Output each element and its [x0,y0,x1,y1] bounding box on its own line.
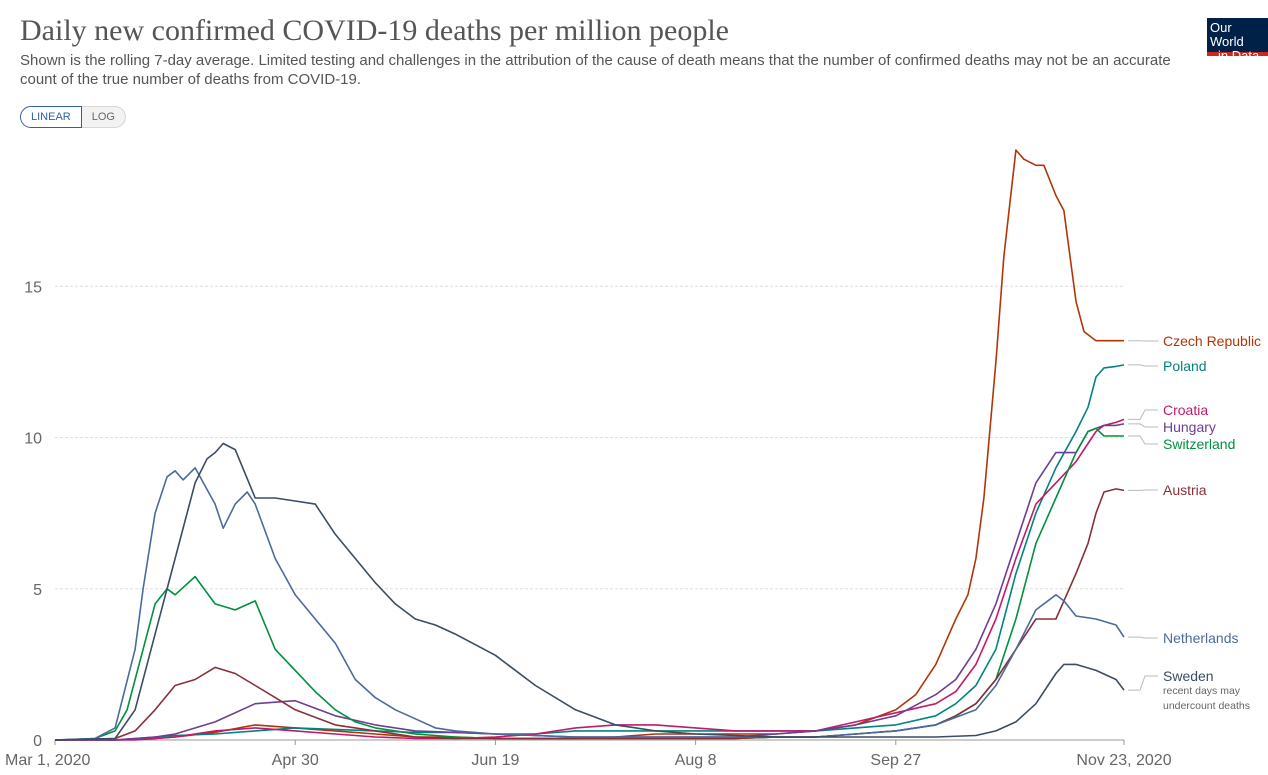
series-label: Czech Republic [1163,333,1261,349]
series-line-poland [55,364,1125,741]
note-line-1: recent days may [1163,685,1241,697]
series-label: Hungary [1163,419,1216,435]
y-tick-label: 10 [24,431,42,448]
chart-subtitle: Shown is the rolling 7-day average. Limi… [20,52,1171,88]
series-label: Netherlands [1163,630,1239,646]
series-line-sweden [54,442,1125,741]
owid-logo[interactable]: Our World in Data [1207,18,1268,63]
sweden-note: recent days may undercount deaths [1163,685,1250,712]
label-connector [1128,409,1158,420]
series-line-netherlands [54,466,1125,741]
series-label: Croatia [1163,402,1208,418]
series-line-austria [54,488,1125,741]
y-axis: 0 5 10 15 [24,279,42,750]
gridlines [55,285,1124,741]
chart-title: Daily new confirmed COVID-19 deaths per … [20,14,729,47]
series-labels: Czech Republic Poland CroatiaHungarySwitze… [1128,333,1261,712]
label-connector [1128,675,1158,691]
series-label: Sweden [1163,668,1214,684]
series-line-hungary [55,423,1125,741]
series-label: Austria [1163,482,1207,498]
series-line-croatia [55,418,1125,741]
series-line-czech-republic [55,149,1124,741]
log-button[interactable]: LOG [81,106,126,128]
series-lines [54,149,1125,741]
series-label: Poland [1163,358,1207,374]
x-axis: Mar 1, 2020 Apr 30 Jun 19 Aug 8 Sep 27 Nov 23… [5,740,1172,769]
series-line-switzerland [54,427,1124,741]
note-line-2: undercount deaths [1163,700,1250,712]
scale-toggle: LINEAR LOG [20,106,126,128]
y-tick-label: 15 [24,279,42,296]
logo-line-2: in Data [1218,48,1260,63]
x-tick-label: Apr 30 [272,752,319,769]
y-tick-label: 5 [33,582,42,599]
label-connector [1128,364,1158,367]
x-tick-label: Sep 27 [870,752,921,769]
x-tick-label: Aug 8 [675,752,717,769]
label-connector [1128,435,1158,445]
linear-button[interactable]: LINEAR [20,106,82,128]
series-label: Switzerland [1163,436,1235,452]
y-tick-label: 0 [33,733,42,750]
label-connector [1128,636,1158,639]
logo-line-1: Our World [1210,20,1244,49]
x-tick-label: Jun 19 [471,752,519,769]
x-tick-label: Mar 1, 2020 [5,752,90,769]
label-connector [1128,423,1158,428]
x-tick-label: Nov 23, 2020 [1076,752,1171,769]
